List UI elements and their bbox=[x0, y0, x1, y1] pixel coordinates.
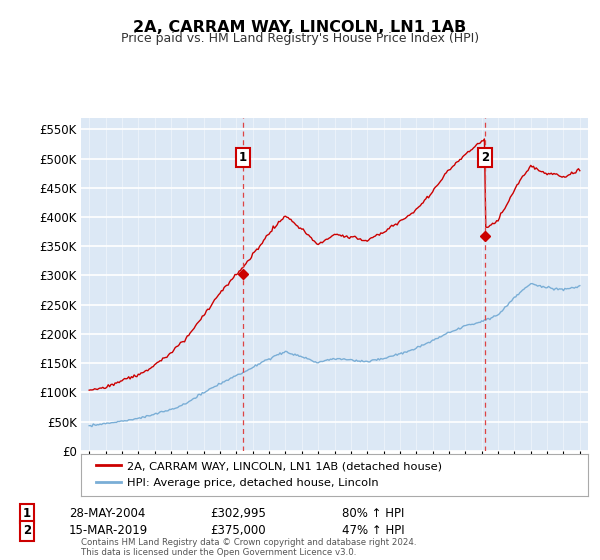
Legend: 2A, CARRAM WAY, LINCOLN, LN1 1AB (detached house), HPI: Average price, detached : 2A, CARRAM WAY, LINCOLN, LN1 1AB (detach… bbox=[92, 457, 446, 492]
Text: 80% ↑ HPI: 80% ↑ HPI bbox=[342, 507, 404, 520]
Text: 15-MAR-2019: 15-MAR-2019 bbox=[69, 524, 148, 538]
Text: 2A, CARRAM WAY, LINCOLN, LN1 1AB: 2A, CARRAM WAY, LINCOLN, LN1 1AB bbox=[133, 20, 467, 35]
Text: 2: 2 bbox=[481, 151, 489, 164]
Text: Price paid vs. HM Land Registry's House Price Index (HPI): Price paid vs. HM Land Registry's House … bbox=[121, 32, 479, 45]
Text: Contains HM Land Registry data © Crown copyright and database right 2024.
This d: Contains HM Land Registry data © Crown c… bbox=[81, 538, 416, 557]
Text: £302,995: £302,995 bbox=[210, 507, 266, 520]
Text: £375,000: £375,000 bbox=[210, 524, 266, 538]
Text: 1: 1 bbox=[239, 151, 247, 164]
Text: 2: 2 bbox=[23, 524, 31, 538]
Text: 1: 1 bbox=[23, 507, 31, 520]
Text: 47% ↑ HPI: 47% ↑ HPI bbox=[342, 524, 404, 538]
Text: 28-MAY-2004: 28-MAY-2004 bbox=[69, 507, 145, 520]
